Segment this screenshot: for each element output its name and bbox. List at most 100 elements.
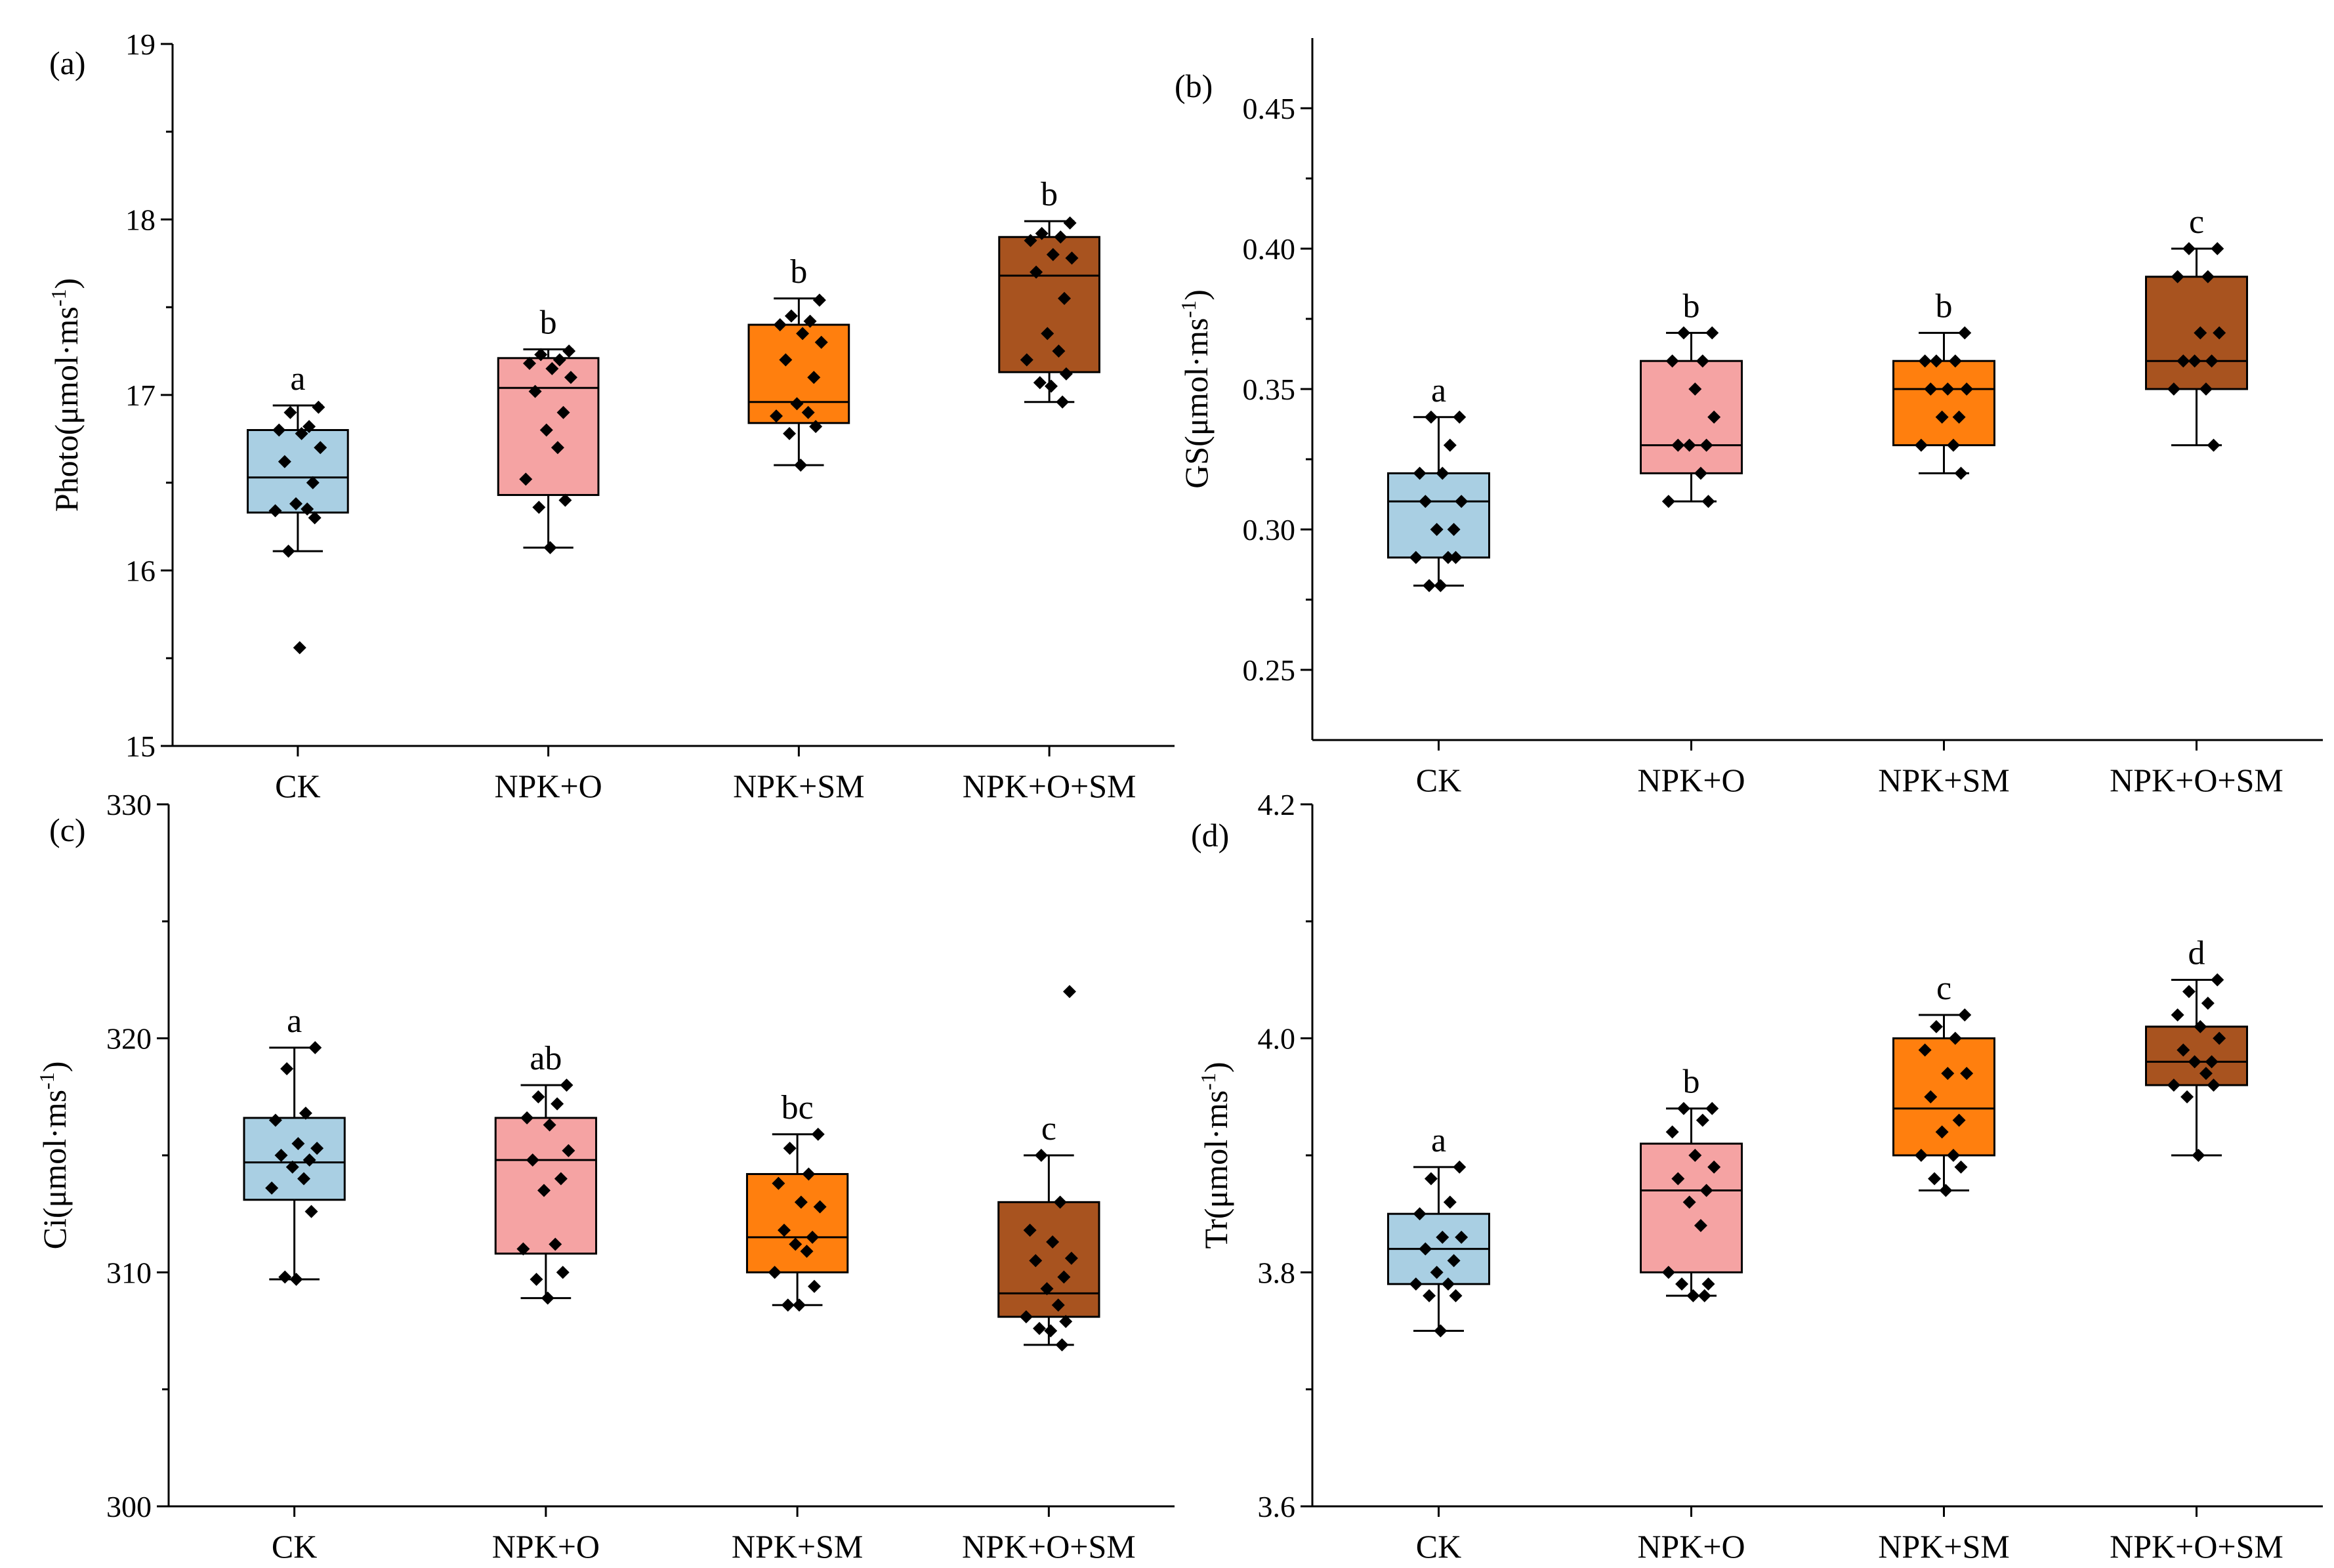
data-point [1441,550,1455,564]
y-tick-label: 320 [106,1022,152,1056]
data-point [1671,438,1685,452]
data-point [1924,382,1938,396]
data-point [1056,395,1070,409]
data-point [1423,1289,1436,1302]
data-point [1948,354,1962,368]
data-point [291,1137,305,1151]
panel-label: (d) [1191,817,1229,854]
data-point [1455,1230,1469,1244]
panel-label: (b) [1175,68,1213,104]
y-axis-title-superscript: -1 [47,289,70,307]
data-point [560,1079,573,1092]
box-NPK+O [494,1117,598,1255]
data-point [792,1298,806,1312]
data-point [811,1127,825,1141]
data-point [2177,1043,2190,1057]
data-point [1059,1315,1073,1329]
data-point [1671,1172,1685,1186]
data-point [1701,495,1715,508]
data-point [1453,1160,1467,1174]
box-NPK+O+SM [2145,276,2248,390]
box-NPK+O+SM [997,1201,1100,1318]
data-point [1046,1235,1060,1248]
data-point [1705,1102,1719,1115]
significance-letter: b [1683,287,1700,325]
data-point [534,348,548,361]
y-axis-title: Tr(μmol·ms-1) [1196,1062,1234,1249]
data-point [2194,326,2207,340]
data-point [301,502,314,516]
box-NPK+SM [1892,1037,1995,1157]
panel-label: (a) [49,45,86,81]
data-point [790,397,804,411]
y-axis-title-text: Ci(μmol·ms [36,1090,73,1249]
x-category-label: NPK+SM [1878,762,2010,798]
data-point [289,1273,303,1287]
y-axis-title-text: GS(μmol·ms [1178,318,1215,489]
data-point [1434,579,1448,592]
data-point [801,405,815,419]
x-category-label: NPK+O+SM [2110,1528,2283,1565]
data-point [278,455,291,468]
data-point [520,1111,534,1124]
data-point [1705,326,1719,340]
data-point [308,1041,322,1054]
box-NPK+O+SM [2145,1025,2248,1086]
data-point [779,353,793,367]
data-point [551,441,564,455]
data-point [1701,1277,1715,1291]
data-point [539,423,553,437]
data-point [2167,1079,2180,1092]
data-point [800,1245,814,1258]
x-category-label: NPK+O [1637,1528,1745,1565]
data-point [283,405,297,419]
data-point [1046,248,1060,261]
data-point [1033,376,1047,390]
panel-label: (c) [49,812,86,848]
y-tick-label: 330 [106,788,152,821]
y-tick-label: 310 [106,1256,152,1289]
box-NPK+O+SM [998,236,1100,373]
y-tick-label: 3.8 [1258,1256,1296,1289]
data-point [543,1118,556,1132]
data-point [519,472,533,486]
data-point [537,1184,551,1197]
data-point [281,545,295,558]
y-tick-label: 3.6 [1258,1490,1296,1523]
data-point [1665,354,1679,368]
data-point [526,1153,539,1167]
y-axis-title-superscript: -1 [1196,1073,1220,1090]
data-point [564,371,577,384]
data-point [1030,265,1043,279]
y-axis-title-text: Tr(μmol·ms [1198,1090,1234,1249]
significance-letter: c [2189,203,2204,241]
data-point [1436,1230,1449,1244]
significance-letter: a [287,1002,302,1040]
data-point [1423,579,1436,592]
y-tick-label: 0.30 [1243,513,1296,547]
data-point [1413,1207,1427,1221]
data-point [1057,1270,1071,1284]
x-category-label: NPK+O+SM [963,768,1136,804]
data-point [2192,1149,2205,1162]
data-point [302,1153,316,1167]
panel-1: 0.25 0.30 0.35 0.40 0.45 GS(μmol·ms-1) (b) CK a N… [1175,38,2323,798]
data-point [522,356,536,370]
box-NPK+O [1640,360,1743,474]
data-point [562,344,576,358]
x-category-label: NPK+O+SM [962,1528,1136,1565]
data-point [278,1270,292,1284]
data-point [1948,1031,1962,1045]
data-point [2199,1067,2213,1081]
y-axis-title: Photo(μmol·ms-1) [47,278,85,512]
box-NPK+SM [1892,360,1995,447]
data-point [1941,382,1955,396]
data-point [1054,230,1068,244]
data-point [1958,1008,1972,1021]
data-point [1065,251,1079,265]
data-point [2211,973,2224,987]
data-point [1062,985,1076,999]
significance-letter: a [1431,372,1446,409]
data-point [1946,1149,1960,1162]
